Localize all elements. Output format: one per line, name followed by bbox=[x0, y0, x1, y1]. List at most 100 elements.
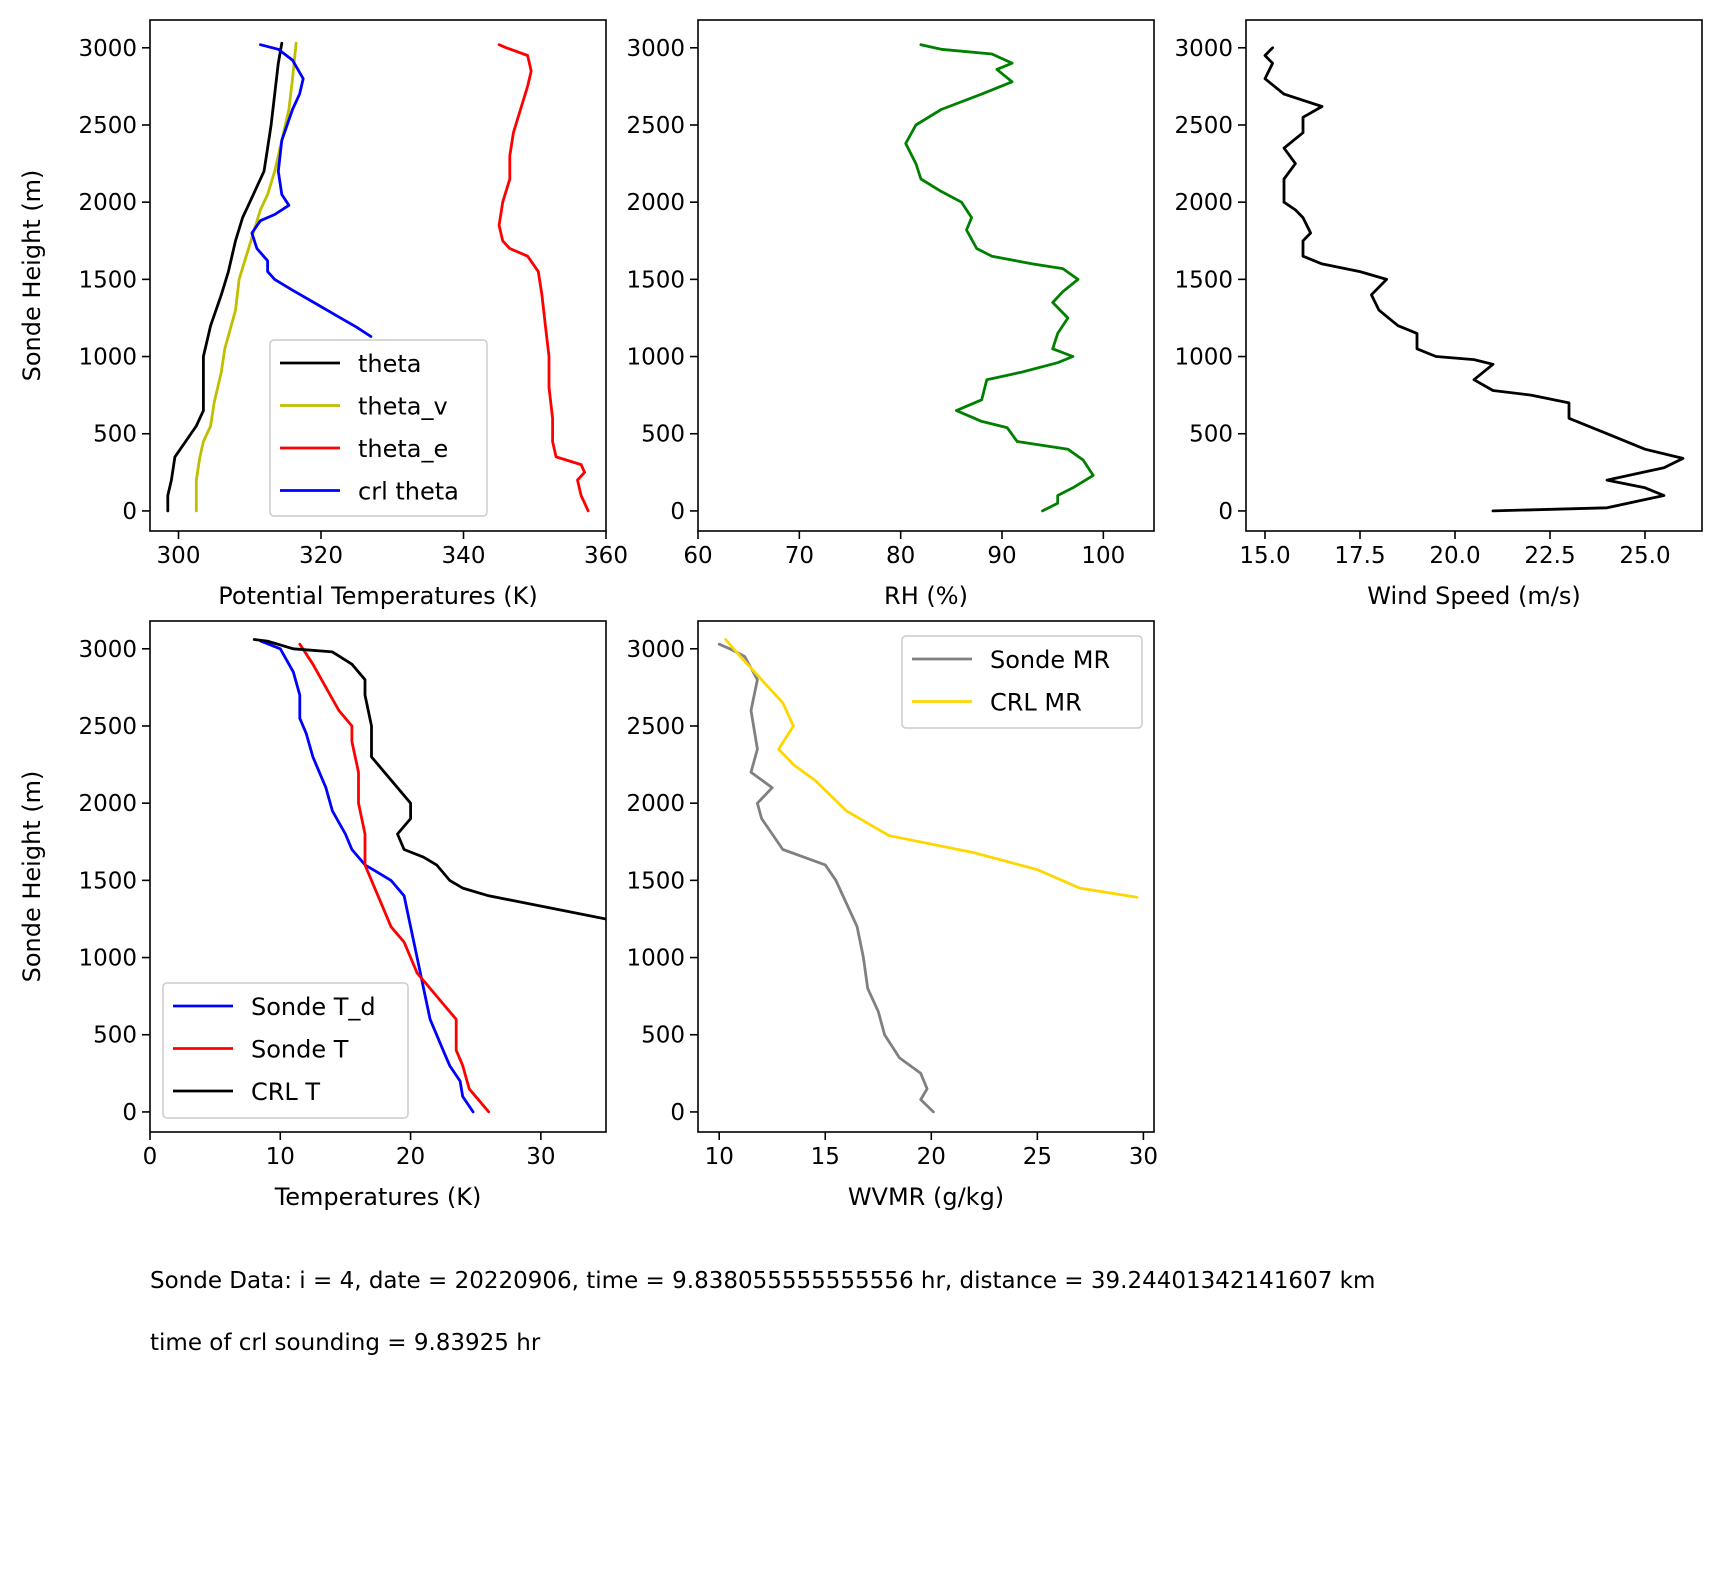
y-tick-label: 2500 bbox=[1174, 113, 1233, 139]
series-line-crl-mr bbox=[724, 638, 1139, 899]
axes-frame bbox=[697, 19, 1155, 532]
water-vapor-mixing-ratio-chart: 10 15 20 25 30 0 500 1000 1500 2000 2500 3000 WVMR (… bbox=[626, 620, 1158, 1211]
y-tick-label: 1000 bbox=[1174, 345, 1233, 371]
series-line-crl-theta bbox=[250, 43, 373, 338]
x-tick-label: 70 bbox=[785, 543, 814, 569]
legend-label: Sonde T_d bbox=[251, 993, 376, 1021]
x-tick-label: 90 bbox=[987, 543, 1016, 569]
x-tick-label: 80 bbox=[886, 543, 915, 569]
y-tick-label: 3000 bbox=[1174, 36, 1233, 62]
y-tick-label: 3000 bbox=[78, 36, 137, 62]
y-tick-label: 500 bbox=[641, 1023, 685, 1049]
x-tick-label: 20 bbox=[917, 1144, 946, 1170]
x-axis-label: Potential Temperatures (K) bbox=[218, 582, 537, 610]
series-line-sonde-mr bbox=[717, 642, 935, 1114]
legend-label: Sonde MR bbox=[990, 646, 1110, 674]
y-tick-label: 500 bbox=[93, 422, 137, 448]
y-tick-label: 1000 bbox=[626, 946, 685, 972]
x-tick-label: 22.5 bbox=[1524, 543, 1575, 569]
legend-label: CRL MR bbox=[990, 689, 1082, 717]
y-tick-label: 3000 bbox=[626, 36, 685, 62]
x-tick-label: 20 bbox=[396, 1144, 425, 1170]
legend-label: theta_v bbox=[358, 393, 448, 421]
y-tick-label: 1500 bbox=[78, 868, 137, 894]
x-tick-label: 25.0 bbox=[1619, 543, 1670, 569]
y-axis-label: Sonde Height (m) bbox=[18, 771, 46, 983]
x-axis-label: WVMR (g/kg) bbox=[848, 1183, 1004, 1211]
y-tick-label: 2500 bbox=[78, 113, 137, 139]
y-tick-label: 1000 bbox=[78, 946, 137, 972]
y-tick-label: 0 bbox=[670, 1100, 685, 1126]
y-tick-label: 0 bbox=[122, 499, 137, 525]
x-tick-label: 340 bbox=[442, 543, 486, 569]
y-axis-label: Sonde Height (m) bbox=[18, 170, 46, 382]
y-tick-label: 3000 bbox=[626, 637, 685, 663]
x-tick-label: 60 bbox=[683, 543, 712, 569]
y-tick-label: 2000 bbox=[626, 791, 685, 817]
y-tick-label: 2000 bbox=[1174, 190, 1233, 216]
x-tick-label: 30 bbox=[1129, 1144, 1158, 1170]
series-line-wind-speed bbox=[1263, 46, 1685, 513]
y-tick-label: 0 bbox=[670, 499, 685, 525]
y-tick-label: 500 bbox=[1189, 422, 1233, 448]
legend-label: Sonde T bbox=[251, 1036, 349, 1064]
y-tick-label: 1500 bbox=[626, 868, 685, 894]
y-tick-label: 0 bbox=[1218, 499, 1233, 525]
legend: Sonde T_d Sonde T CRL T bbox=[162, 982, 409, 1119]
series-line-rh bbox=[904, 43, 1095, 513]
x-tick-label: 25 bbox=[1023, 1144, 1052, 1170]
x-tick-label: 100 bbox=[1081, 543, 1125, 569]
sonde-caption: Sonde Data: i = 4, date = 20220906, time… bbox=[150, 1268, 1376, 1294]
series-line-theta_e bbox=[497, 43, 590, 513]
legend-label: theta_e bbox=[358, 435, 448, 463]
y-tick-label: 2500 bbox=[78, 714, 137, 740]
y-tick-label: 1000 bbox=[626, 345, 685, 371]
x-tick-label: 15.0 bbox=[1239, 543, 1290, 569]
x-tick-label: 30 bbox=[526, 1144, 555, 1170]
y-tick-label: 2500 bbox=[626, 113, 685, 139]
legend-label: CRL T bbox=[251, 1078, 320, 1106]
x-tick-label: 20.0 bbox=[1429, 543, 1480, 569]
x-axis-label: Temperatures (K) bbox=[274, 1183, 482, 1211]
y-tick-label: 500 bbox=[93, 1023, 137, 1049]
x-tick-label: 10 bbox=[266, 1144, 295, 1170]
crl-caption: time of crl sounding = 9.83925 hr bbox=[150, 1330, 541, 1356]
legend-frame bbox=[269, 339, 488, 517]
legend: Sonde MR CRL MR bbox=[901, 635, 1143, 729]
x-tick-label: 17.5 bbox=[1334, 543, 1385, 569]
legend-label: theta bbox=[358, 350, 422, 378]
x-tick-label: 10 bbox=[705, 1144, 734, 1170]
legend-frame bbox=[162, 982, 409, 1119]
wind-speed-chart: 15.0 17.5 20.0 22.5 25.0 0 500 1000 1500 2000 2500… bbox=[1174, 19, 1703, 610]
y-tick-label: 2000 bbox=[626, 190, 685, 216]
legend-label: crl theta bbox=[358, 478, 459, 506]
axes-frame bbox=[697, 620, 1155, 1133]
x-tick-label: 300 bbox=[157, 543, 201, 569]
x-tick-label: 0 bbox=[143, 1144, 158, 1170]
x-tick-label: 15 bbox=[811, 1144, 840, 1170]
y-tick-label: 3000 bbox=[78, 637, 137, 663]
temperatures-chart: 0 10 20 30 0 500 1000 1500 2000 2500 3000 Temperatu… bbox=[18, 620, 607, 1211]
potential-temperatures-chart: 300 320 340 360 0 500 1000 1500 2000 2500 3000 Pote… bbox=[18, 19, 628, 610]
y-tick-label: 1500 bbox=[626, 267, 685, 293]
x-axis-label: Wind Speed (m/s) bbox=[1367, 582, 1581, 610]
y-tick-label: 1000 bbox=[78, 345, 137, 371]
x-tick-label: 320 bbox=[299, 543, 343, 569]
x-tick-label: 360 bbox=[584, 543, 628, 569]
x-axis-label: RH (%) bbox=[884, 582, 968, 610]
y-tick-label: 0 bbox=[122, 1100, 137, 1126]
series-line-sonde-t_d bbox=[259, 639, 475, 1114]
series-line-theta bbox=[166, 41, 284, 513]
axes-frame bbox=[149, 19, 607, 532]
series-line-sonde-t bbox=[298, 642, 491, 1114]
axes-frame bbox=[149, 620, 607, 1133]
series-line-crl-t bbox=[252, 638, 606, 921]
y-tick-label: 500 bbox=[641, 422, 685, 448]
y-tick-label: 2000 bbox=[78, 791, 137, 817]
y-tick-label: 1500 bbox=[1174, 267, 1233, 293]
y-tick-label: 2500 bbox=[626, 714, 685, 740]
axes-frame bbox=[1245, 19, 1703, 532]
